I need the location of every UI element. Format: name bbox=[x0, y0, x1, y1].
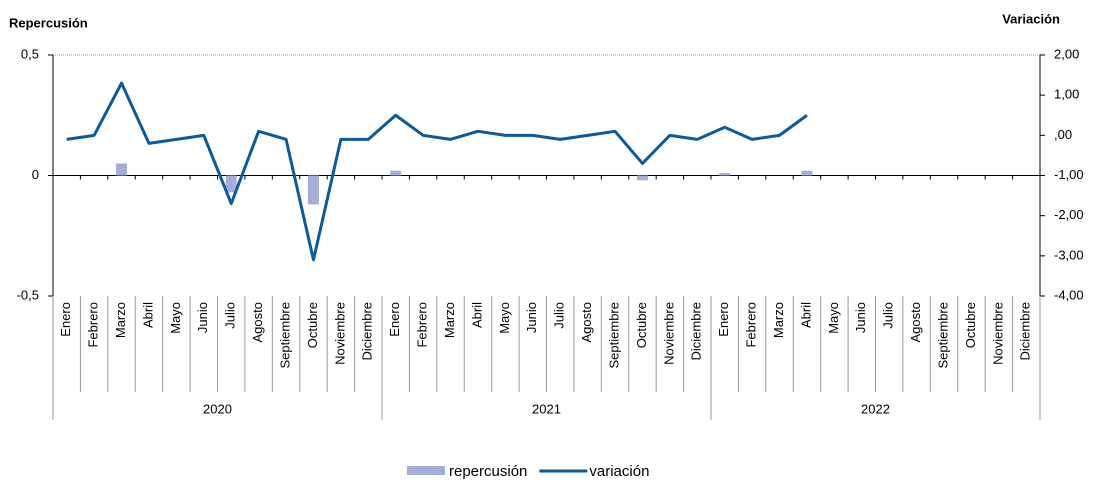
y-axis-title: Repercusión bbox=[9, 15, 88, 30]
x-tick-label: Julio bbox=[881, 302, 896, 329]
y-tick-label: 0 bbox=[32, 167, 39, 182]
x-tick-label: Junio bbox=[853, 302, 868, 333]
bar bbox=[116, 163, 128, 176]
y2-tick-label: -2,00 bbox=[1054, 207, 1084, 222]
bar bbox=[390, 170, 402, 176]
bar bbox=[719, 173, 731, 176]
x-tick-label: Marzo bbox=[113, 302, 128, 338]
year-label: 2020 bbox=[203, 401, 232, 416]
bar bbox=[225, 175, 237, 193]
x-tick-label: Agosto bbox=[250, 302, 265, 342]
x-tick-label: Abril bbox=[140, 302, 155, 328]
x-tick-label: Enero bbox=[58, 302, 73, 337]
x-tick-label: Octubre bbox=[963, 302, 978, 348]
x-tick-label: Mayo bbox=[826, 302, 841, 334]
x-tick-label: Diciembre bbox=[1018, 302, 1033, 361]
x-tick-label: Septiembre bbox=[277, 302, 292, 368]
x-tick-label: Octubre bbox=[634, 302, 649, 348]
x-tick-label: Septiembre bbox=[935, 302, 950, 368]
x-tick-label: Noviembre bbox=[332, 302, 347, 365]
year-label: 2022 bbox=[861, 401, 890, 416]
x-tick-label: Marzo bbox=[442, 302, 457, 338]
x-tick-label: Julio bbox=[552, 302, 567, 329]
x-tick-label: Enero bbox=[716, 302, 731, 337]
x-tick-label: Mayo bbox=[497, 302, 512, 334]
y2-axis-title: Variación bbox=[1002, 11, 1060, 26]
x-tick-label: Noviembre bbox=[990, 302, 1005, 365]
y-tick-label: 0,5 bbox=[21, 46, 39, 61]
x-tick-label: Abril bbox=[469, 302, 484, 328]
x-tick-label: Julio bbox=[223, 302, 238, 329]
x-tick-label: Agosto bbox=[579, 302, 594, 342]
x-tick-label: Enero bbox=[387, 302, 402, 337]
x-tick-label: Mayo bbox=[168, 302, 183, 334]
legend-swatch bbox=[407, 466, 445, 475]
y2-tick-label: 2,00 bbox=[1054, 46, 1079, 61]
x-tick-label: Agosto bbox=[908, 302, 923, 342]
bar bbox=[307, 175, 319, 205]
legend-label: variación bbox=[589, 463, 649, 480]
x-tick-label: Diciembre bbox=[689, 302, 704, 361]
y2-tick-label: -3,00 bbox=[1054, 247, 1084, 262]
y2-tick-label: 1,00 bbox=[1054, 87, 1079, 102]
y-tick-label: -0,5 bbox=[17, 287, 39, 302]
year-label: 2021 bbox=[532, 401, 561, 416]
y2-tick-label: -1,00 bbox=[1054, 167, 1084, 182]
x-tick-label: Marzo bbox=[771, 302, 786, 338]
bar bbox=[636, 175, 648, 181]
x-tick-label: Septiembre bbox=[606, 302, 621, 368]
y2-tick-label: -4,00 bbox=[1054, 287, 1084, 302]
x-tick-label: Diciembre bbox=[360, 302, 375, 361]
bar bbox=[801, 170, 813, 176]
x-tick-label: Febrero bbox=[744, 302, 759, 348]
x-tick-label: Octubre bbox=[305, 302, 320, 348]
line bbox=[66, 81, 808, 262]
y2-tick-label: ,00 bbox=[1054, 127, 1072, 142]
x-tick-label: Abril bbox=[798, 302, 813, 328]
x-tick-label: Febrero bbox=[415, 302, 430, 348]
x-tick-label: Junio bbox=[195, 302, 210, 333]
x-tick-label: Febrero bbox=[86, 302, 101, 348]
x-tick-label: Junio bbox=[524, 302, 539, 333]
x-tick-label: Noviembre bbox=[661, 302, 676, 365]
legend-label: repercusión bbox=[449, 463, 527, 480]
